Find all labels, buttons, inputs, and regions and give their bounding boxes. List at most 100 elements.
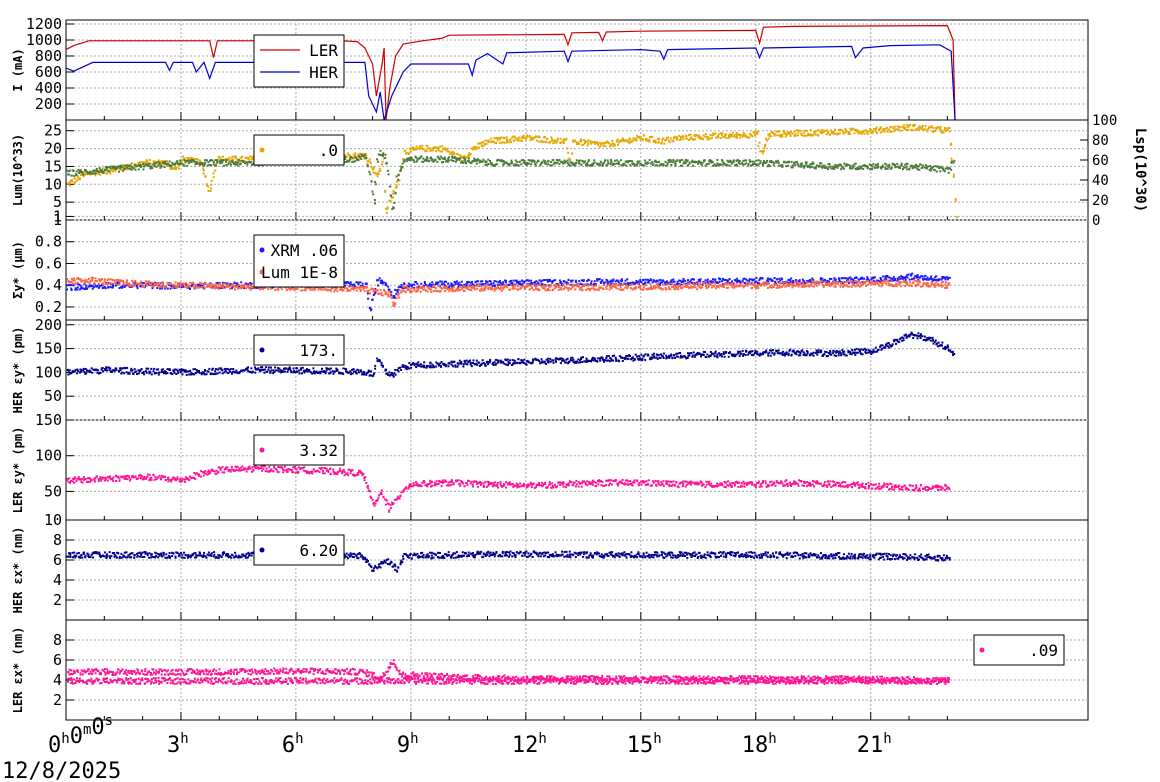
data-point — [520, 163, 523, 166]
data-point — [770, 286, 773, 289]
data-point — [828, 277, 831, 280]
data-point — [554, 161, 557, 164]
data-point — [405, 286, 408, 289]
data-point — [252, 162, 255, 165]
data-point — [845, 283, 848, 286]
data-point — [414, 155, 417, 158]
data-point — [105, 367, 107, 370]
data-point — [583, 161, 585, 164]
data-point — [590, 280, 593, 283]
data-point — [710, 283, 713, 286]
data-point — [793, 283, 795, 286]
data-point — [432, 283, 435, 286]
data-point — [755, 287, 757, 290]
data-point — [447, 159, 450, 162]
data-point — [924, 278, 926, 280]
data-point — [437, 284, 440, 287]
legend-label: HER — [309, 63, 338, 82]
data-point — [206, 164, 209, 167]
data-point — [930, 276, 932, 279]
data-point — [605, 285, 608, 288]
data-point — [359, 288, 362, 291]
data-point — [392, 302, 395, 305]
data-point — [805, 285, 808, 288]
data-point — [432, 290, 435, 293]
data-point — [884, 168, 887, 170]
data-point — [80, 174, 83, 177]
data-point — [751, 164, 754, 167]
data-point — [675, 285, 677, 288]
data-point — [551, 280, 554, 283]
data-point — [580, 163, 583, 166]
data-point — [644, 159, 646, 162]
data-point — [635, 137, 638, 140]
data-point — [648, 140, 651, 143]
data-point — [653, 160, 656, 163]
data-point — [274, 288, 277, 291]
data-point — [444, 160, 447, 163]
data-point — [930, 126, 933, 129]
data-point — [699, 280, 702, 283]
data-point — [581, 159, 584, 162]
data-point — [497, 281, 500, 284]
data-point — [505, 279, 507, 282]
data-point — [847, 280, 850, 282]
data-point — [202, 167, 205, 170]
data-point — [659, 283, 662, 286]
data-point — [133, 165, 136, 168]
data-point — [382, 152, 385, 155]
data-point — [793, 134, 796, 137]
data-point — [890, 130, 893, 133]
data-point — [660, 142, 663, 145]
data-point — [746, 284, 749, 287]
data-point — [779, 135, 782, 138]
data-point — [229, 285, 232, 288]
data-point — [360, 153, 363, 156]
data-point — [636, 160, 639, 163]
data-point — [672, 284, 675, 287]
data-point — [128, 371, 130, 374]
data-point — [886, 275, 889, 278]
data-point — [215, 282, 218, 285]
data-point — [672, 281, 675, 283]
data-point — [788, 161, 791, 164]
data-point — [800, 133, 803, 136]
data-point — [419, 147, 422, 150]
data-point — [717, 135, 719, 138]
data-point — [89, 370, 92, 373]
data-point — [121, 367, 124, 370]
data-point — [105, 169, 108, 172]
data-point — [762, 283, 765, 286]
data-point — [517, 139, 519, 142]
data-point — [109, 172, 112, 175]
data-point — [76, 283, 79, 286]
data-point — [838, 279, 841, 282]
data-point — [440, 280, 443, 283]
data-point — [616, 138, 619, 141]
data-point — [196, 162, 199, 165]
data-point — [845, 277, 848, 280]
data-point — [112, 165, 115, 168]
data-point — [860, 132, 863, 135]
data-point — [388, 290, 391, 293]
data-point — [534, 281, 537, 283]
data-point — [505, 281, 507, 284]
data-point — [782, 283, 785, 286]
data-point — [457, 289, 460, 292]
data-point — [742, 277, 745, 280]
data-point — [680, 283, 683, 286]
legend-box — [253, 134, 345, 166]
data-point — [574, 279, 577, 282]
data-point — [628, 282, 631, 285]
data-point — [200, 286, 203, 289]
data-point — [227, 159, 230, 162]
data-point — [227, 163, 230, 166]
data-point — [183, 283, 186, 286]
data-point — [371, 298, 374, 301]
data-point — [532, 137, 534, 140]
data-point — [482, 287, 485, 290]
data-point — [621, 280, 624, 282]
data-point — [359, 290, 362, 292]
data-point — [417, 287, 420, 290]
data-point — [582, 279, 585, 282]
